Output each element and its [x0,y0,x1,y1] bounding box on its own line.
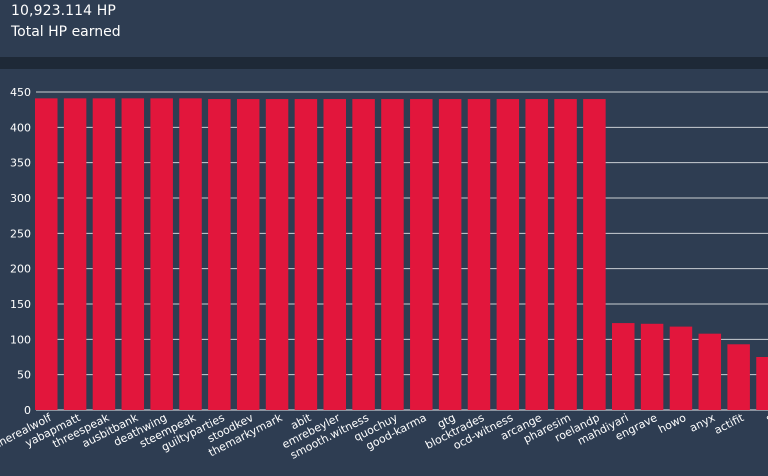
x-tick-label: howo [656,411,688,436]
total-hp-caption: Total HP earned [11,24,121,40]
bar-anyx[interactable] [698,333,722,410]
y-tick-label: 50 [17,369,31,382]
bar-roelandp[interactable] [583,99,606,411]
summary-header: 10,923.114 HP Total HP earned [0,0,768,56]
y-tick-label: 450 [10,86,31,99]
bar-threespeak[interactable] [92,98,116,411]
bar-pharesim[interactable] [554,99,577,411]
y-tick-label: 0 [24,404,31,417]
y-tick-label: 350 [10,157,31,170]
bar-therealwolf[interactable] [35,98,58,411]
bar-howo[interactable] [669,326,693,410]
bar-good-karma[interactable] [410,99,433,411]
bar-guiltyparties[interactable] [208,99,231,411]
bar-quochuy[interactable] [381,99,404,411]
y-tick-label: 250 [10,227,31,240]
bar-themarkymark[interactable] [265,99,289,411]
bar-stoodkev[interactable] [236,99,260,411]
bar-emrebeyler[interactable] [323,99,347,411]
bar-yabapmatt[interactable] [63,98,87,411]
bar-blocktrades[interactable] [467,99,491,411]
bar-gtg[interactable] [438,99,462,411]
bar-actifit[interactable] [727,344,750,410]
bar-ausbitbank[interactable] [121,98,145,411]
chart-panel: 0 50 100 150 200 250 300 350 400 450 therealwolf ya… [0,69,768,476]
x-tick-label: s [764,411,768,425]
bar-ocd-witness[interactable] [496,99,520,411]
bar-arcange[interactable] [525,99,548,411]
hp-bar-chart: 050100150200250300350400450therealwolfya… [0,86,768,462]
bar-smooth.witness[interactable] [352,99,375,411]
y-tick-label: 150 [10,298,31,311]
bar-s[interactable] [756,357,768,410]
y-tick-label: 200 [10,263,31,276]
bar-abit[interactable] [294,99,318,411]
y-tick-label: 400 [10,121,31,134]
section-divider [0,57,768,69]
x-tick-label: anyx [687,411,717,435]
bar-engrave[interactable] [640,323,664,410]
bar-deathwing[interactable] [150,98,173,411]
y-tick-label: 100 [10,333,31,346]
bar-steempeak[interactable] [179,98,202,411]
y-tick-label: 300 [10,192,31,205]
total-hp-value: 10,923.114 HP [11,3,116,19]
x-tick-label: actifit [712,411,746,437]
bar-mahdiyari[interactable] [612,323,635,410]
